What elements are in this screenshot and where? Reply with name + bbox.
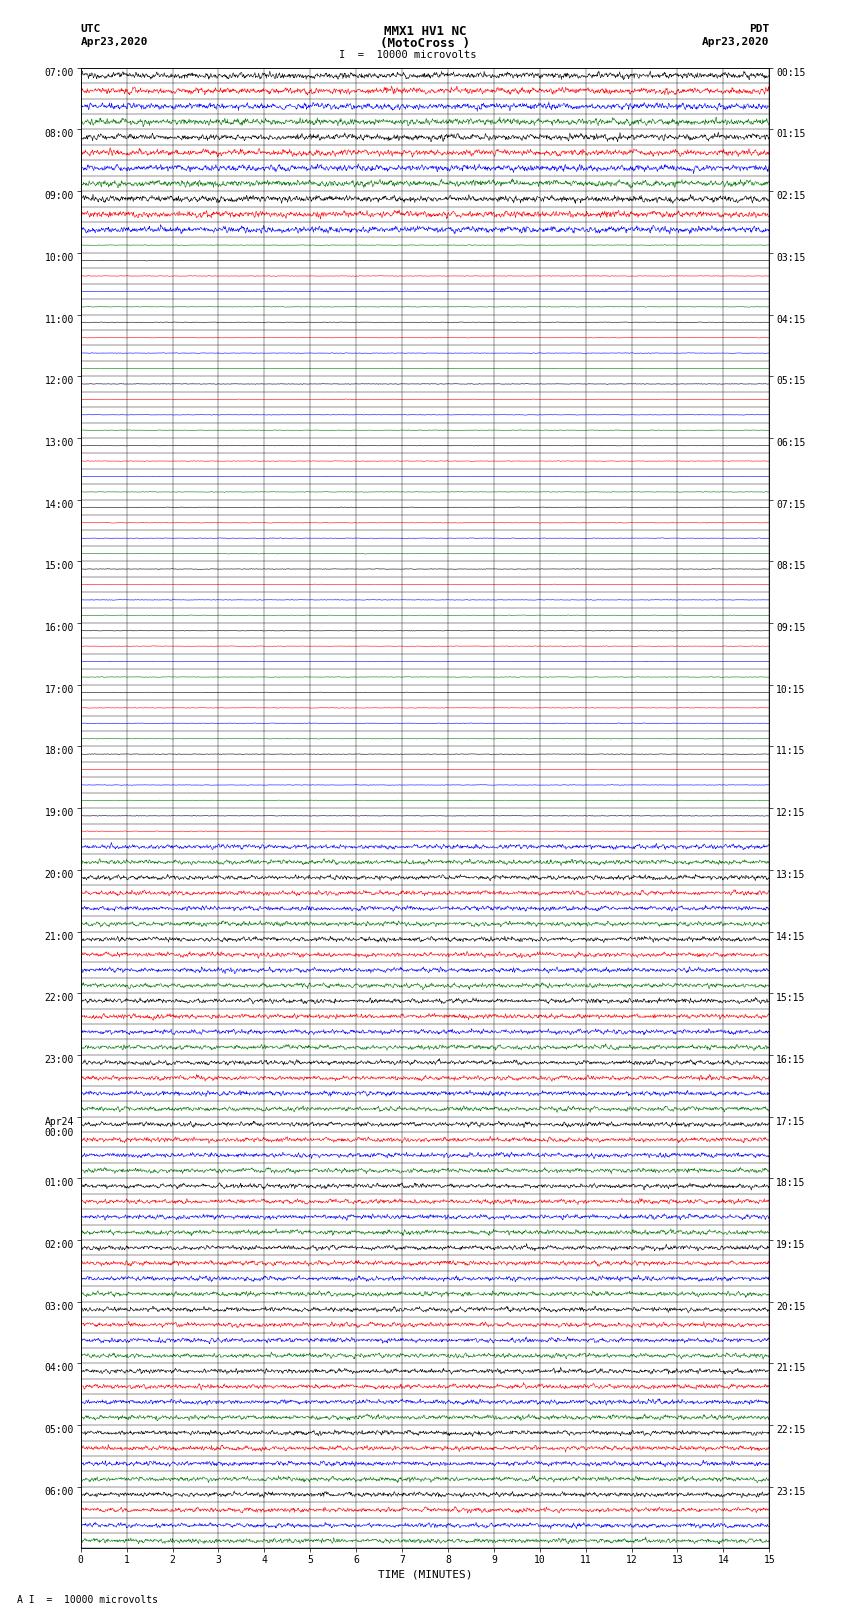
Text: (MotoCross ): (MotoCross ) [380, 37, 470, 50]
Text: Apr23,2020: Apr23,2020 [702, 37, 769, 47]
Text: UTC: UTC [81, 24, 101, 34]
Text: PDT: PDT [749, 24, 769, 34]
Text: Apr23,2020: Apr23,2020 [81, 37, 148, 47]
Text: MMX1 HV1 NC: MMX1 HV1 NC [383, 24, 467, 39]
Text: A I  =  10000 microvolts: A I = 10000 microvolts [17, 1595, 158, 1605]
X-axis label: TIME (MINUTES): TIME (MINUTES) [377, 1569, 473, 1579]
Text: I  =  10000 microvolts: I = 10000 microvolts [339, 50, 477, 60]
